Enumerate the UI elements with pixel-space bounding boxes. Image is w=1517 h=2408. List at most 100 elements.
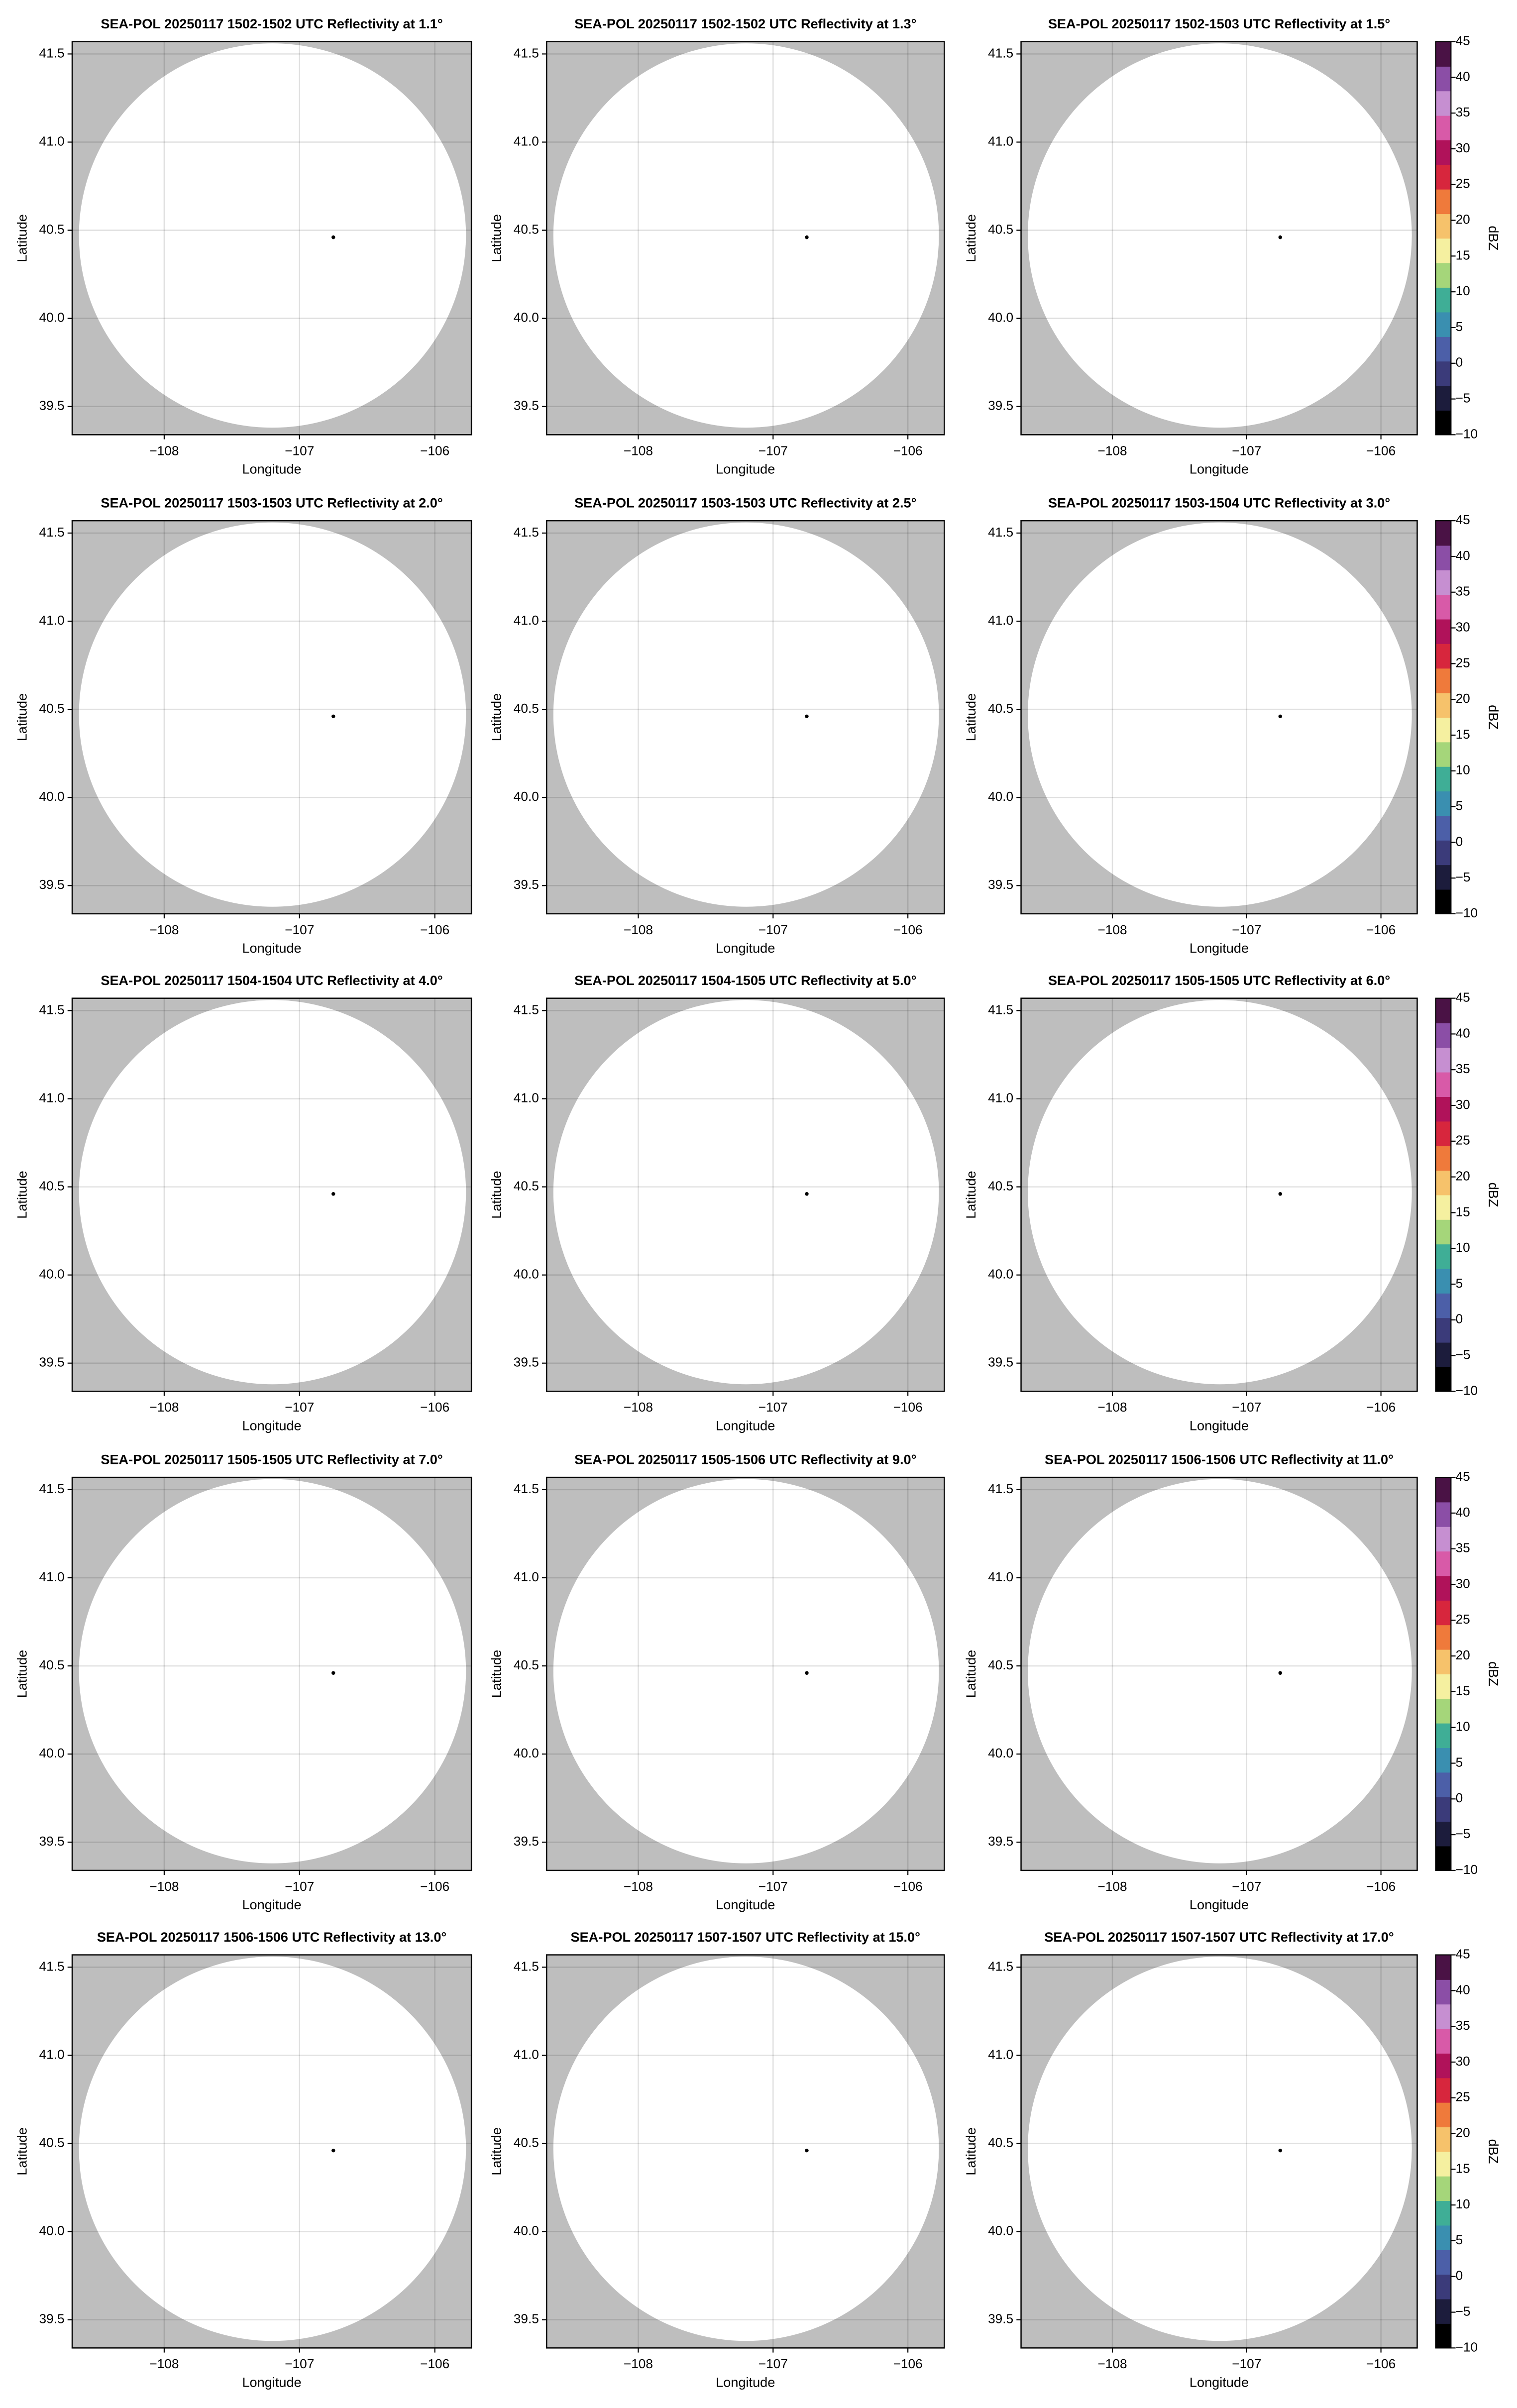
x-tick-label: −108: [149, 443, 179, 458]
y-tick-label: 40.0: [514, 1267, 539, 1282]
colorbar-tick-label: 10: [1456, 2196, 1470, 2211]
y-tick-label: 41.0: [988, 2047, 1013, 2062]
plot-area: [1021, 41, 1417, 435]
colorbar-segment: [1435, 2249, 1451, 2275]
colorbar-tick-label: 0: [1456, 355, 1463, 370]
y-tick-label: 40.5: [39, 1178, 65, 1193]
x-tick-label: −108: [149, 1400, 179, 1415]
y-tick-label: 40.0: [988, 789, 1013, 804]
colorbar-segment: [1435, 262, 1451, 288]
y-tick-label: 39.5: [39, 1834, 65, 1849]
colorbar-tick-label: −10: [1456, 1383, 1478, 1398]
colorbar-segment: [1435, 287, 1451, 313]
y-axis-label: Latitude: [963, 2127, 978, 2176]
colorbar-segment: [1435, 1195, 1451, 1220]
plot-area: [72, 1477, 472, 1870]
colorbar-tick-label: 40: [1456, 1982, 1470, 1997]
y-tick-label: 39.5: [988, 877, 1013, 892]
x-tick-label: −107: [285, 1400, 314, 1415]
y-tick-label: 41.0: [39, 133, 65, 148]
chart-title: SEA-POL 20250117 1502-1502 UTC Reflectiv…: [574, 16, 916, 31]
chart-title: SEA-POL 20250117 1507-1507 UTC Reflectiv…: [1044, 1929, 1394, 1945]
colorbar-segment: [1435, 1600, 1451, 1626]
x-tick-label: −107: [1232, 1400, 1261, 1415]
y-tick-label: 41.5: [514, 1481, 539, 1496]
y-axis-label: Latitude: [489, 693, 504, 742]
colorbar-segment: [1435, 1317, 1451, 1343]
x-axis-label: Longitude: [242, 940, 301, 956]
colorbar-segment: [1435, 1772, 1451, 1797]
colorbar-segment: [1435, 521, 1451, 546]
plot-area: [546, 998, 945, 1392]
colorbar-segment: [1435, 1846, 1451, 1871]
colorbar-segment: [1435, 1526, 1451, 1552]
x-axis-label: Longitude: [716, 2374, 775, 2390]
colorbar-segment: [1435, 1170, 1451, 1196]
y-axis-label: Latitude: [489, 1171, 504, 1219]
colorbar-tick-label: 15: [1456, 727, 1470, 742]
y-tick-label: 40.0: [514, 789, 539, 804]
y-tick-label: 40.0: [988, 1267, 1013, 1282]
coverage-area: [1028, 522, 1412, 907]
colorbar-tick-label: 45: [1456, 990, 1470, 1005]
radar-location: [805, 714, 809, 718]
colorbar-tick-label: 5: [1456, 798, 1463, 813]
y-tick-label: 41.0: [39, 613, 65, 628]
chart-title: SEA-POL 20250117 1502-1502 UTC Reflectiv…: [101, 16, 442, 31]
colorbar-tick-label: −10: [1456, 426, 1478, 441]
chart-title: SEA-POL 20250117 1504-1504 UTC Reflectiv…: [101, 973, 442, 988]
colorbar-segment: [1435, 1293, 1451, 1318]
colorbar-segment: [1435, 1367, 1451, 1392]
colorbar-segment: [1435, 1575, 1451, 1601]
x-tick-label: −107: [285, 443, 314, 458]
colorbar-segment: [1435, 2127, 1451, 2152]
y-tick-label: 41.0: [39, 2047, 65, 2062]
colorbar-segment: [1435, 742, 1451, 767]
y-tick-label: 41.0: [988, 1569, 1013, 1584]
colorbar-tick-label: 10: [1456, 763, 1470, 777]
y-tick-label: 39.5: [514, 1834, 539, 1849]
x-tick-label: −107: [1232, 443, 1261, 458]
y-tick-label: 39.5: [988, 398, 1013, 413]
colorbar-segment: [1435, 385, 1451, 411]
colorbar-segment: [1435, 619, 1451, 644]
colorbar-tick-label: 40: [1456, 1025, 1470, 1040]
colorbar-tick-label: 10: [1456, 1719, 1470, 1734]
coverage-area: [553, 522, 939, 907]
x-tick-label: −107: [1232, 1879, 1261, 1894]
colorbar-segment: [1435, 1121, 1451, 1146]
colorbar-segment: [1435, 115, 1451, 141]
y-tick-label: 40.0: [514, 2223, 539, 2238]
y-tick-label: 40.5: [514, 2135, 539, 2150]
y-tick-label: 40.0: [39, 789, 65, 804]
y-tick-label: 40.5: [988, 1178, 1013, 1193]
y-tick-label: 40.5: [988, 701, 1013, 716]
y-tick-label: 40.5: [39, 1657, 65, 1672]
coverage-area: [553, 1479, 939, 1863]
y-tick-label: 40.5: [988, 222, 1013, 237]
colorbar-label: dBZ: [1486, 226, 1501, 251]
colorbar-label: dBZ: [1486, 1661, 1501, 1686]
chart-title: SEA-POL 20250117 1504-1505 UTC Reflectiv…: [574, 973, 916, 988]
colorbar-segment: [1435, 1268, 1451, 1294]
y-tick-label: 41.0: [988, 133, 1013, 148]
colorbar-segment: [1435, 594, 1451, 620]
y-axis-label: Latitude: [14, 1171, 29, 1219]
colorbar-segment: [1435, 410, 1451, 436]
colorbar-tick-label: −5: [1456, 870, 1471, 884]
x-axis-label: Longitude: [716, 940, 775, 956]
colorbar-segment: [1435, 2053, 1451, 2079]
colorbar-segment: [1435, 214, 1451, 239]
axes-frame: [71, 1954, 472, 2349]
colorbar-segment: [1435, 1047, 1451, 1073]
y-tick-label: 40.0: [514, 1746, 539, 1760]
x-tick-label: −108: [1097, 2356, 1127, 2371]
y-tick-label: 41.5: [514, 1002, 539, 1017]
colorbar-segment: [1435, 668, 1451, 693]
y-tick-label: 40.5: [39, 701, 65, 716]
plot-area: [1021, 521, 1417, 914]
x-tick-label: −108: [1097, 1400, 1127, 1415]
colorbar-segment: [1435, 2225, 1451, 2250]
colorbar-segment: [1435, 91, 1451, 116]
